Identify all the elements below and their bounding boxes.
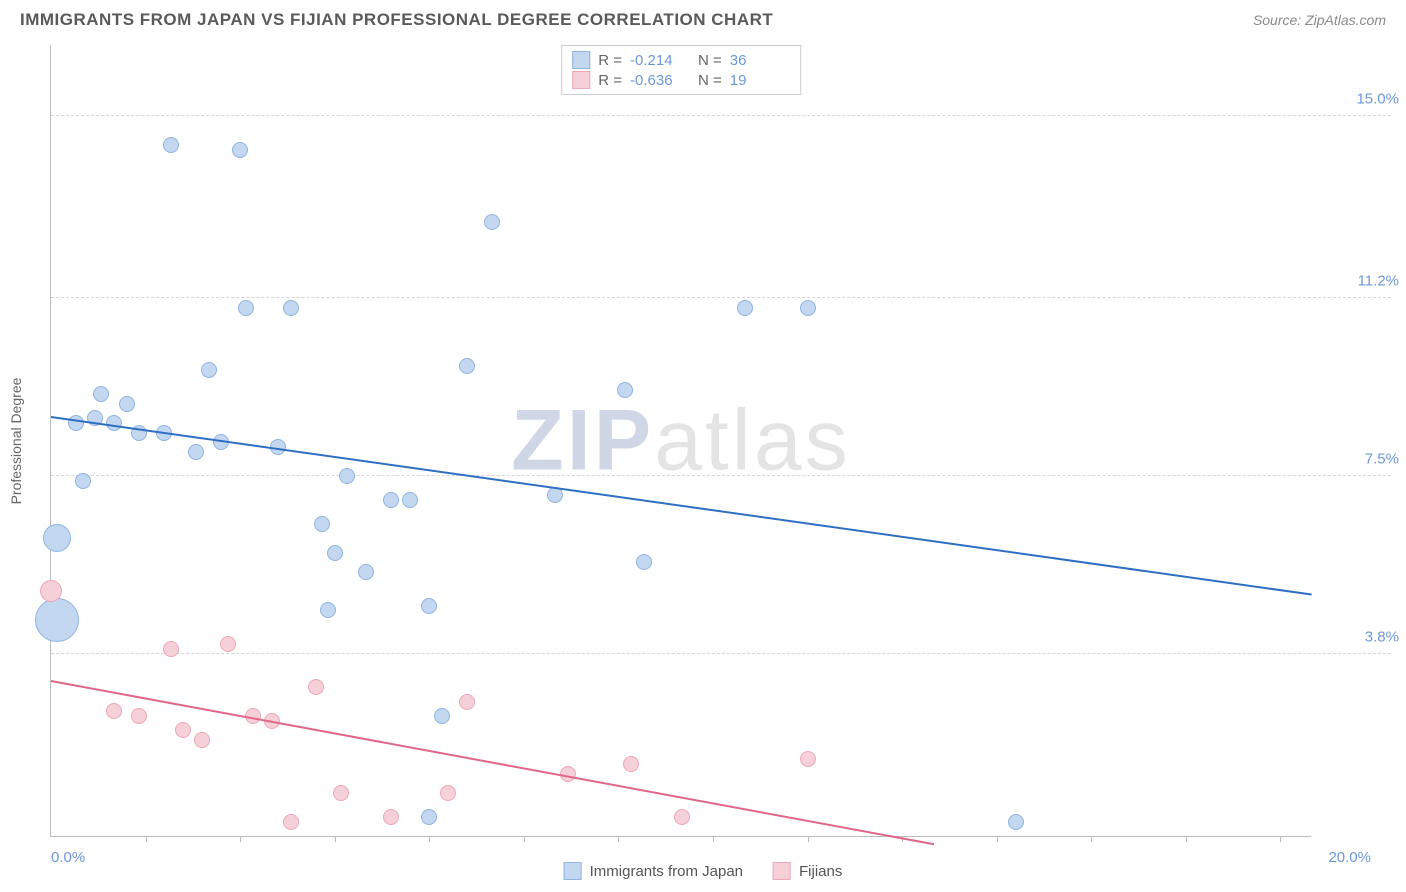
data-point [402,492,418,508]
data-point [283,300,299,316]
data-point [35,598,79,642]
data-point [800,751,816,767]
x-tick [618,836,619,842]
correlation-stats-legend: R = -0.214 N = 36 R = -0.636 N = 19 [561,45,801,95]
x-tick [240,836,241,842]
r-value: -0.636 [630,72,690,89]
gridline [51,475,1391,476]
legend-item: Fijians [773,862,842,880]
watermark-zip: ZIP [511,392,654,488]
y-axis-title: Professional Degree [8,377,24,504]
gridline [51,297,1391,298]
data-point [75,473,91,489]
n-value: 36 [730,52,790,69]
data-point [201,362,217,378]
data-point [383,809,399,825]
stats-row: R = -0.214 N = 36 [572,50,790,70]
data-point [617,382,633,398]
x-tick [808,836,809,842]
data-point [40,580,62,602]
legend-swatch [773,862,791,880]
r-label: R = [598,52,622,69]
legend-label: Fijians [799,863,842,880]
x-tick [429,836,430,842]
n-label: N = [698,52,722,69]
data-point [119,396,135,412]
x-tick [1186,836,1187,842]
data-point [163,641,179,657]
data-point [238,300,254,316]
data-point [68,415,84,431]
data-point [800,300,816,316]
x-axis-min-label: 0.0% [51,849,85,866]
data-point [1008,814,1024,830]
source-attribution: Source: ZipAtlas.com [1253,12,1386,28]
x-tick [146,836,147,842]
data-point [327,545,343,561]
data-point [636,554,652,570]
watermark-atlas: atlas [654,392,851,488]
data-point [308,679,324,695]
data-point [163,137,179,153]
data-point [283,814,299,830]
data-point [421,598,437,614]
x-tick [524,836,525,842]
n-value: 19 [730,72,790,89]
data-point [674,809,690,825]
source-name: ZipAtlas.com [1305,12,1386,28]
data-point [194,732,210,748]
chart-title: IMMIGRANTS FROM JAPAN VS FIJIAN PROFESSI… [20,10,773,30]
x-axis-max-label: 20.0% [1328,849,1371,866]
r-label: R = [598,72,622,89]
data-point [484,214,500,230]
data-point [358,564,374,580]
x-tick [335,836,336,842]
series-legend: Immigrants from Japan Fijians [564,862,843,880]
legend-swatch [564,862,582,880]
x-tick [713,836,714,842]
data-point [131,708,147,724]
source-prefix: Source: [1253,12,1301,28]
r-value: -0.214 [630,52,690,69]
data-point [43,524,71,552]
data-point [106,703,122,719]
data-point [421,809,437,825]
y-tick-label: 3.8% [1319,628,1399,645]
stats-row: R = -0.636 N = 19 [572,70,790,90]
x-tick [1280,836,1281,842]
data-point [440,785,456,801]
data-point [314,516,330,532]
data-point [232,142,248,158]
data-point [434,708,450,724]
y-tick-label: 11.2% [1319,273,1399,290]
x-tick [1091,836,1092,842]
gridline [51,115,1391,116]
y-tick-label: 15.0% [1319,91,1399,108]
legend-label: Immigrants from Japan [590,863,743,880]
data-point [93,386,109,402]
data-point [333,785,349,801]
data-point [188,444,204,460]
data-point [623,756,639,772]
data-point [383,492,399,508]
trend-line [51,416,1312,596]
y-tick-label: 7.5% [1319,451,1399,468]
legend-item: Immigrants from Japan [564,862,743,880]
n-label: N = [698,72,722,89]
data-point [320,602,336,618]
data-point [737,300,753,316]
data-point [339,468,355,484]
data-point [220,636,236,652]
legend-swatch [572,71,590,89]
x-tick [997,836,998,842]
data-point [175,722,191,738]
gridline [51,653,1391,654]
scatter-chart: ZIPatlas Professional Degree 0.0% 20.0% … [50,45,1311,837]
data-point [459,358,475,374]
data-point [459,694,475,710]
legend-swatch [572,51,590,69]
